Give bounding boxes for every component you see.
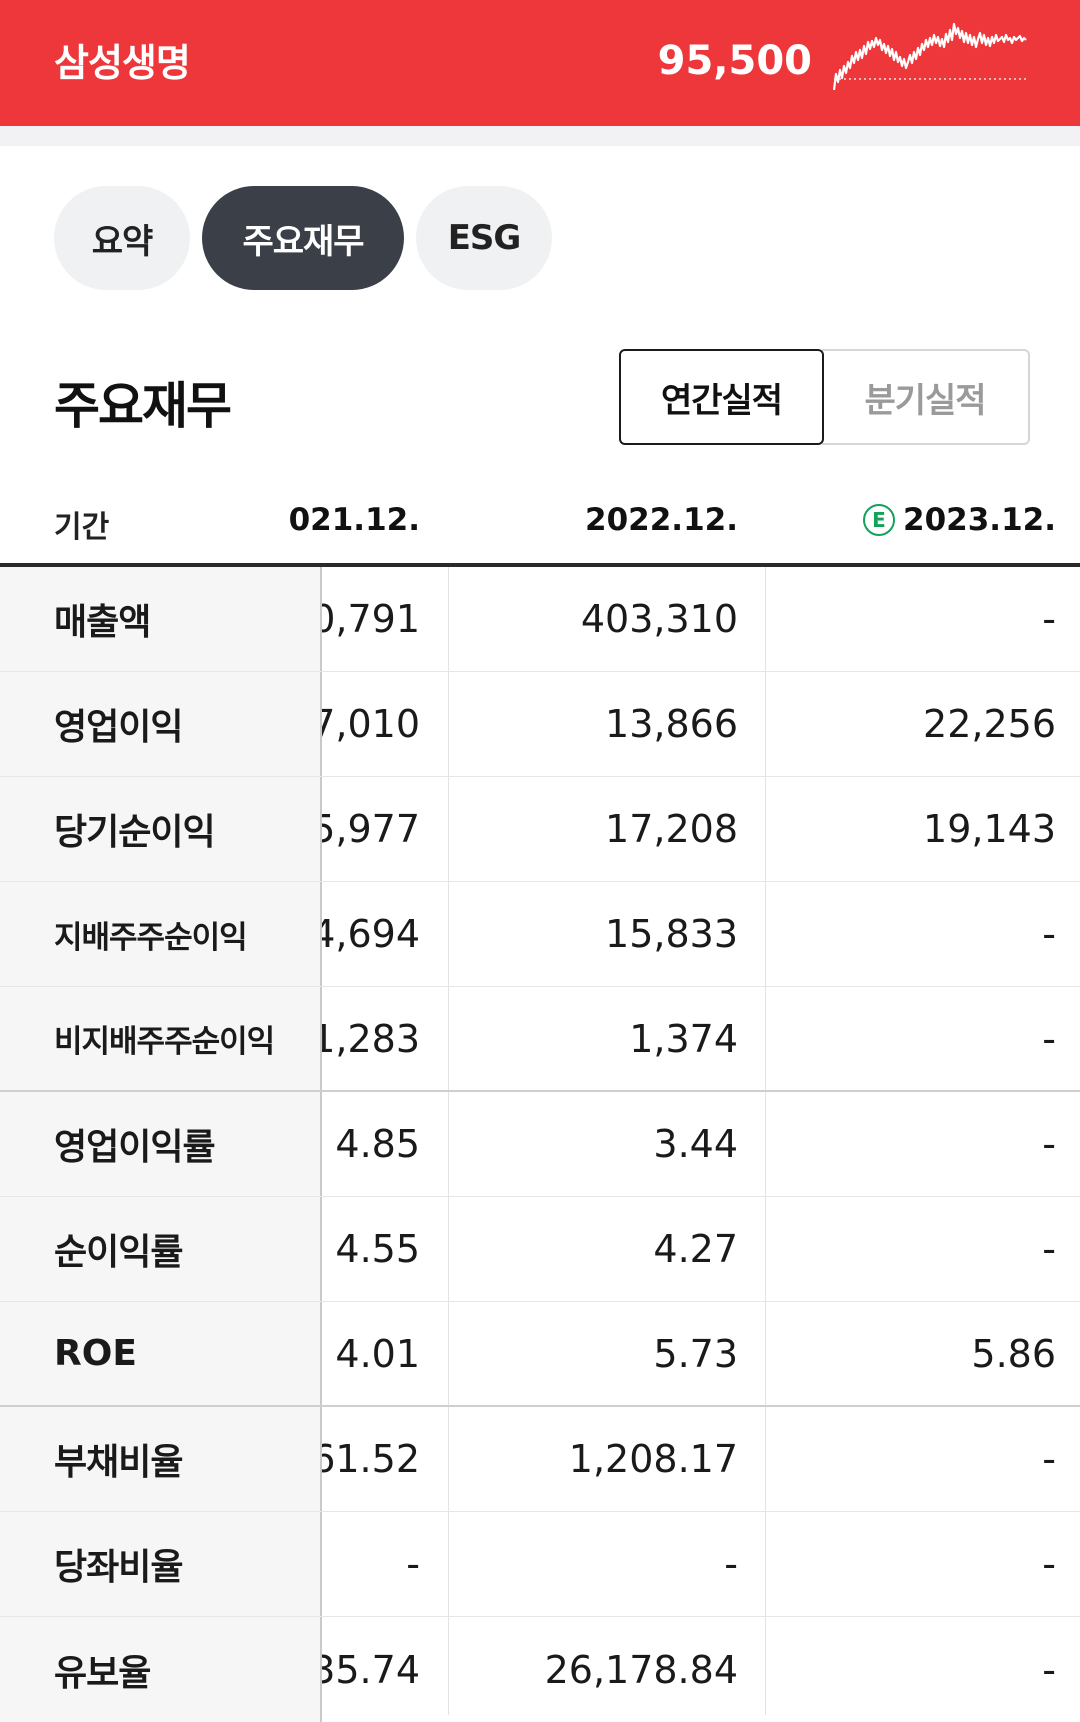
- row-label-noncontrolling-net-income: 비지배주주순이익: [0, 987, 322, 1090]
- table-row: 부채비율 61.52 1,208.17 -: [0, 1407, 1080, 1512]
- row-label-controlling-net-income: 지배주주순이익: [0, 882, 322, 986]
- table-cell: -: [1042, 597, 1056, 641]
- financials-table[interactable]: 매출액 0,791 403,310 - 영업이익 7,010 13,866 22…: [0, 567, 1080, 1722]
- quarterly-results-toggle[interactable]: 분기실적: [822, 349, 1030, 445]
- row-label-quick-ratio: 당좌비율: [0, 1512, 322, 1616]
- table-cell: -: [1042, 1016, 1056, 1061]
- row-label-reserve-ratio: 유보율: [0, 1617, 322, 1722]
- tab-summary[interactable]: 요약: [54, 186, 190, 290]
- stock-header: 삼성생명 95,500: [0, 0, 1080, 126]
- column-divider: [448, 567, 449, 1715]
- table-cell: 5.73: [653, 1331, 738, 1376]
- period-label: 기간: [54, 510, 110, 545]
- table-row: 지배주주순이익 4,694 15,833 -: [0, 882, 1080, 987]
- table-cell: 5.86: [971, 1331, 1056, 1376]
- row-label-debt-ratio: 부채비율: [0, 1407, 322, 1511]
- table-cell: 1,208.17: [568, 1437, 738, 1481]
- header-divider: [0, 126, 1080, 146]
- table-cell: 4.55: [335, 1227, 420, 1271]
- table-cell: 4.27: [653, 1227, 738, 1271]
- table-cell: 61.52: [311, 1437, 420, 1481]
- table-row: 영업이익 7,010 13,866 22,256: [0, 672, 1080, 777]
- table-cell: 26,178.84: [544, 1647, 738, 1692]
- table-cell: -: [1042, 1647, 1056, 1692]
- table-header-divider: [0, 563, 1080, 567]
- table-cell: -: [406, 1542, 420, 1586]
- table-cell: 4.85: [335, 1122, 420, 1166]
- company-name[interactable]: 삼성생명: [54, 41, 191, 85]
- row-label-operating-profit: 영업이익: [0, 672, 322, 776]
- table-cell: 13,866: [605, 702, 738, 746]
- column-header-2023[interactable]: E 2023.12.: [863, 502, 1056, 538]
- table-row: 유보율 35.74 26,178.84 -: [0, 1617, 1080, 1722]
- table-cell: -: [1042, 1122, 1056, 1166]
- table-cell: 1,283: [311, 1016, 420, 1061]
- table-row: ROE 4.01 5.73 5.86: [0, 1302, 1080, 1407]
- table-cell: 0,791: [311, 597, 420, 641]
- column-divider: [765, 567, 766, 1715]
- table-row: 매출액 0,791 403,310 -: [0, 567, 1080, 672]
- table-cell: 4,694: [311, 912, 420, 956]
- current-price: 95,500: [657, 38, 812, 84]
- section-title: 주요재무: [54, 377, 232, 435]
- annual-results-toggle[interactable]: 연간실적: [619, 349, 824, 445]
- column-header-2022: 2022.12.: [585, 502, 738, 538]
- table-cell: -: [1042, 1227, 1056, 1271]
- price-sparkline-icon[interactable]: [832, 16, 1030, 100]
- table-cell: -: [724, 1542, 738, 1586]
- column-header-2023-label: 2023.12.: [903, 502, 1056, 538]
- table-cell: 5,977: [311, 807, 420, 851]
- table-cell: 17,208: [605, 807, 738, 851]
- table-cell: 7,010: [311, 702, 420, 746]
- row-label-net-income: 당기순이익: [0, 777, 322, 881]
- table-cell: -: [1042, 1542, 1056, 1586]
- table-cell: 35.74: [311, 1647, 420, 1692]
- table-row: 비지배주주순이익 1,283 1,374 -: [0, 987, 1080, 1092]
- estimate-e-icon[interactable]: E: [863, 504, 896, 536]
- row-label-revenue: 매출액: [0, 567, 322, 671]
- table-cell: -: [1042, 1437, 1056, 1481]
- table-row: 당기순이익 5,977 17,208 19,143: [0, 777, 1080, 882]
- table-cell: 3.44: [653, 1122, 738, 1166]
- row-label-net-margin: 순이익률: [0, 1197, 322, 1301]
- table-cell: 4.01: [335, 1331, 420, 1376]
- tab-key-financials[interactable]: 주요재무: [202, 186, 404, 290]
- row-label-operating-margin: 영업이익률: [0, 1092, 322, 1196]
- table-cell: 19,143: [923, 807, 1056, 851]
- table-cell: 15,833: [605, 912, 738, 956]
- table-cell: 22,256: [923, 702, 1056, 746]
- table-row: 순이익률 4.55 4.27 -: [0, 1197, 1080, 1302]
- row-label-roe: ROE: [0, 1302, 322, 1405]
- column-header-2021: 021.12.: [288, 502, 420, 538]
- table-row: 당좌비율 - - -: [0, 1512, 1080, 1617]
- table-cell: 1,374: [629, 1016, 738, 1061]
- table-cell: 403,310: [580, 597, 738, 641]
- table-header: 기간 021.12. 2022.12. E 2023.12.: [0, 478, 1080, 566]
- table-cell: -: [1042, 912, 1056, 956]
- table-row: 영업이익률 4.85 3.44 -: [0, 1092, 1080, 1197]
- tab-esg[interactable]: ESG: [416, 186, 552, 290]
